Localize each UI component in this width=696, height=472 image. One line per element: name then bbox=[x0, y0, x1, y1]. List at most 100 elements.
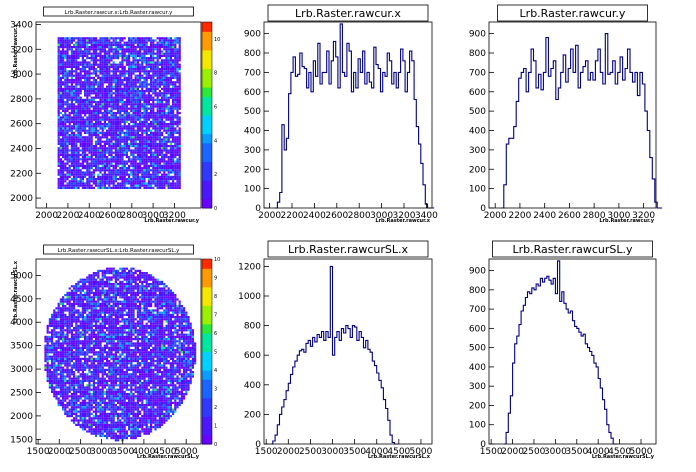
heatmap-cell bbox=[86, 335, 89, 338]
heatmap-cell bbox=[176, 158, 179, 161]
heatmap-cell bbox=[97, 39, 100, 42]
heatmap-cell bbox=[64, 355, 67, 358]
heatmap-cell bbox=[158, 98, 161, 101]
heatmap-cell bbox=[112, 105, 115, 108]
heatmap-cell bbox=[103, 87, 106, 90]
heatmap-cell bbox=[92, 423, 95, 426]
heatmap-cell bbox=[92, 158, 95, 161]
heatmap-cell bbox=[97, 156, 100, 159]
heatmap-cell bbox=[90, 68, 93, 71]
heatmap-cell bbox=[178, 105, 181, 108]
heatmap-cell bbox=[68, 302, 71, 305]
heatmap-cell bbox=[123, 43, 126, 46]
heatmap-cell bbox=[92, 382, 95, 385]
heatmap-cell bbox=[92, 83, 95, 86]
heatmap-cell bbox=[132, 167, 135, 170]
heatmap-cell bbox=[178, 129, 181, 132]
heatmap-cell bbox=[81, 109, 84, 112]
heatmap-cell bbox=[97, 410, 100, 413]
heatmap-cell bbox=[178, 138, 181, 141]
heatmap-cell bbox=[95, 327, 98, 330]
heatmap-cell bbox=[57, 390, 60, 393]
heatmap-cell bbox=[178, 79, 181, 82]
heatmap-cell bbox=[88, 101, 91, 104]
heatmap-cell bbox=[77, 399, 80, 402]
heatmap-cell bbox=[147, 39, 150, 42]
heatmap-cell bbox=[55, 351, 58, 354]
heatmap-cell bbox=[73, 85, 76, 88]
heatmap-cell bbox=[154, 145, 157, 148]
heatmap-cell bbox=[145, 160, 148, 163]
heatmap-cell bbox=[97, 129, 100, 132]
heatmap-cell bbox=[117, 63, 120, 66]
heatmap-cell bbox=[163, 182, 166, 185]
heatmap-cell bbox=[70, 364, 73, 367]
heatmap-cell bbox=[128, 167, 131, 170]
heatmap-cell bbox=[57, 333, 60, 336]
heatmap-cell bbox=[92, 68, 95, 71]
heatmap-cell bbox=[79, 340, 82, 343]
heatmap-cell bbox=[119, 96, 122, 99]
heatmap-cell bbox=[79, 379, 82, 382]
heatmap-cell bbox=[150, 74, 153, 77]
heatmap-cell bbox=[103, 92, 106, 95]
heatmap-cell bbox=[92, 92, 95, 95]
heatmap-cell bbox=[97, 92, 100, 95]
heatmap-cell bbox=[46, 368, 49, 371]
heatmap-cell bbox=[97, 390, 100, 393]
heatmap-cell bbox=[92, 116, 95, 119]
heatmap-cell bbox=[145, 186, 148, 189]
heatmap-cell bbox=[62, 129, 65, 132]
heatmap-cell bbox=[57, 401, 60, 404]
heatmap-cell bbox=[92, 162, 95, 165]
heatmap-cell bbox=[176, 39, 179, 42]
heatmap-cell bbox=[62, 307, 65, 310]
heatmap-cell bbox=[178, 160, 181, 163]
heatmap-cell bbox=[143, 98, 146, 101]
heatmap-cell bbox=[112, 175, 115, 178]
heatmap-cell bbox=[106, 162, 109, 165]
heatmap-cell bbox=[101, 377, 104, 380]
heatmap-cell bbox=[88, 52, 91, 55]
heatmap-cell bbox=[81, 59, 84, 62]
heatmap-cell bbox=[57, 342, 60, 345]
heatmap-cell bbox=[92, 305, 95, 308]
heatmap-cell bbox=[178, 98, 181, 101]
heatmap-cell bbox=[136, 85, 139, 88]
heatmap-cell bbox=[48, 344, 51, 347]
heatmap-cell bbox=[176, 171, 179, 174]
histogram-series bbox=[501, 33, 663, 209]
heatmap-cell bbox=[141, 151, 144, 154]
heatmap-cell bbox=[130, 184, 133, 187]
heatmap-cell bbox=[150, 57, 153, 60]
heatmap-cell bbox=[64, 131, 67, 134]
heatmap-cell bbox=[66, 46, 69, 49]
heatmap-cell bbox=[77, 48, 80, 51]
heatmap-cell bbox=[46, 344, 49, 347]
heatmap-cell bbox=[75, 90, 78, 93]
heatmap-cell bbox=[55, 360, 58, 363]
heatmap-cell bbox=[99, 283, 102, 286]
heatmap-cell bbox=[106, 175, 109, 178]
heatmap-cell bbox=[169, 105, 172, 108]
heatmap-cell bbox=[176, 90, 179, 93]
heatmap-cell bbox=[110, 46, 113, 49]
heatmap-cell bbox=[130, 43, 133, 46]
heatmap-cell bbox=[70, 129, 73, 132]
heatmap-cell bbox=[128, 81, 131, 84]
heatmap-cell bbox=[165, 107, 168, 110]
heatmap-cell bbox=[44, 353, 47, 356]
heatmap-cell bbox=[132, 81, 135, 84]
heatmap-cell bbox=[79, 311, 82, 314]
heatmap-cell bbox=[163, 94, 166, 97]
heatmap-cell bbox=[46, 379, 49, 382]
heatmap-cell bbox=[92, 274, 95, 277]
heatmap-cell bbox=[97, 366, 100, 369]
heatmap-cell bbox=[90, 298, 93, 301]
heatmap-cell bbox=[123, 101, 126, 104]
heatmap-cell bbox=[92, 178, 95, 181]
heatmap-cell bbox=[68, 375, 71, 378]
heatmap-cell bbox=[97, 46, 100, 49]
heatmap-cell bbox=[178, 112, 181, 115]
heatmap-cell bbox=[70, 305, 73, 308]
